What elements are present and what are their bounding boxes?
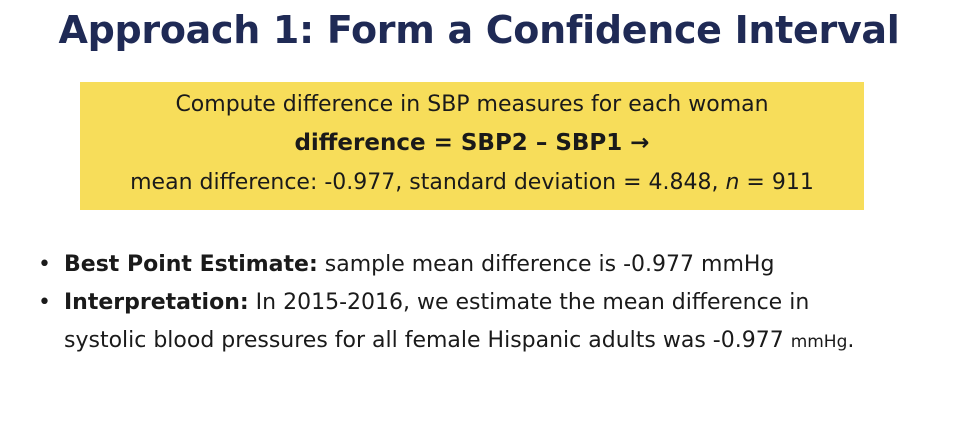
bullet-list: • Best Point Estimate: sample mean diffe… bbox=[38, 246, 938, 361]
highlight-line-stats: mean difference: -0.977, standard deviat… bbox=[80, 170, 864, 195]
bullet-marker: • bbox=[38, 290, 51, 315]
sample-size-symbol: n bbox=[725, 170, 740, 195]
bullet-label: Best Point Estimate: bbox=[64, 252, 318, 277]
sample-size-value: = 911 bbox=[739, 170, 814, 195]
bullet-text-line1: In 2015-2016, we estimate the mean diffe… bbox=[248, 290, 810, 315]
stats-text: mean difference: -0.977, standard deviat… bbox=[130, 170, 726, 195]
slide-title: Approach 1: Form a Confidence Interval bbox=[58, 8, 900, 52]
bullet-text-line2: systolic blood pressures for all female … bbox=[64, 328, 791, 353]
bullet-marker: • bbox=[38, 252, 51, 277]
bullet-best-point-estimate: • Best Point Estimate: sample mean diffe… bbox=[38, 246, 938, 284]
unit-label: mmHg bbox=[790, 332, 848, 352]
bullet-label: Interpretation: bbox=[64, 290, 249, 315]
bullet-text: sample mean difference is -0.977 mmHg bbox=[317, 252, 775, 277]
highlight-box: Compute difference in SBP measures for e… bbox=[80, 82, 864, 210]
highlight-line-compute: Compute difference in SBP measures for e… bbox=[175, 92, 769, 117]
highlight-line-formula: difference = SBP2 – SBP1 → bbox=[294, 130, 650, 156]
bullet-end: . bbox=[847, 328, 855, 353]
bullet-text-line2-wrap: systolic blood pressures for all female … bbox=[64, 322, 938, 361]
bullet-interpretation: • Interpretation: In 2015-2016, we estim… bbox=[38, 284, 938, 361]
